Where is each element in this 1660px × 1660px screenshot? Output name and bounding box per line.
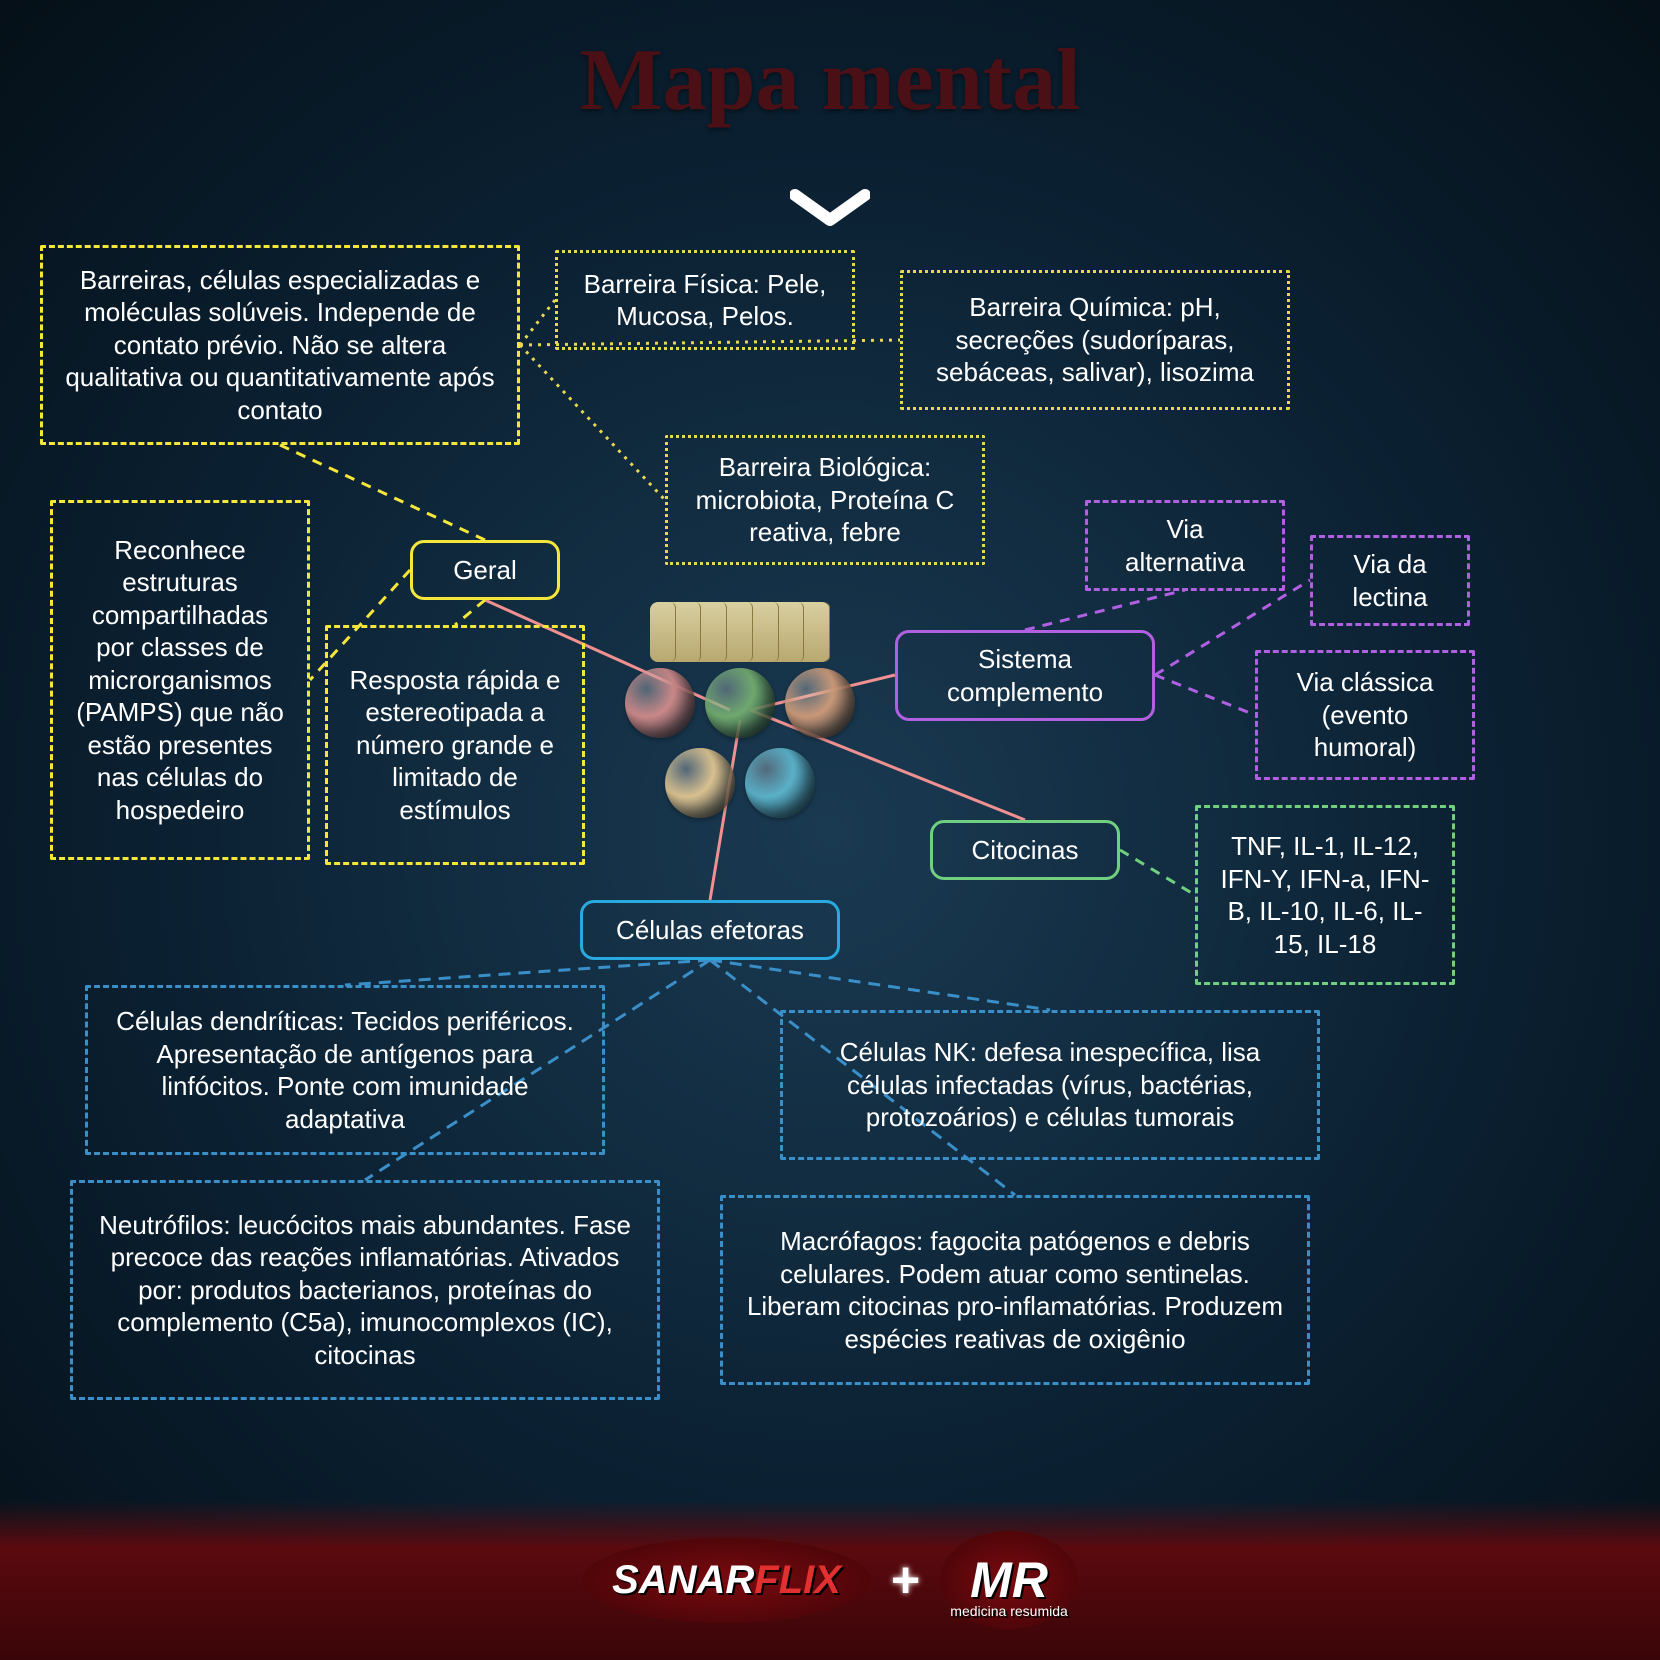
chevron-down-icon [790,185,870,235]
plus-icon: + [891,1551,920,1609]
footer: SANARFLIX + MR medicina resumida [0,1500,1660,1660]
immune-cell-icon [705,668,775,738]
immune-cell-icon [665,748,735,818]
logo-mr: MR medicina resumida [940,1531,1078,1629]
node-via_lec: Via da lectina [1310,535,1470,626]
node-via_cla: Via clássica (evento humoral) [1255,650,1475,780]
node-macrofagos: Macrófagos: fagocita patógenos e debris … [720,1195,1310,1385]
node-via_alt: Via alternativa [1085,500,1285,591]
node-bar_quimica: Barreira Química: pH, secreções (sudoríp… [900,270,1290,410]
epithelial-cells-icon [650,602,830,662]
node-geral_resposta: Resposta rápida e estereotipada a número… [325,625,585,865]
node-dendriticas: Células dendríticas: Tecidos periféricos… [85,985,605,1155]
node-efetoras: Células efetoras [580,900,840,960]
immune-cell-icon [745,748,815,818]
node-nk: Células NK: defesa inespecífica, lisa cé… [780,1010,1320,1160]
node-bar_bio: Barreira Biológica: microbiota, Proteína… [665,435,985,565]
node-geral_barreiras: Barreiras, células especializadas e molé… [40,245,520,445]
node-neutrofilos: Neutrófilos: leucócitos mais abundantes.… [70,1180,660,1400]
central-illustration [600,570,880,850]
node-bar_fisica: Barreira Física: Pele, Mucosa, Pelos. [555,250,855,350]
node-sistema: Sistema complemento [895,630,1155,721]
immune-cell-icon [625,668,695,738]
node-citocinas: Citocinas [930,820,1120,880]
immune-cell-icon [785,668,855,738]
node-geral: Geral [410,540,560,600]
logo-sanarflix: SANARFLIX [582,1538,871,1623]
page-title: Mapa mental [579,30,1080,131]
node-cito_list: TNF, IL-1, IL-12, IFN-Y, IFN-a, IFN-B, I… [1195,805,1455,985]
node-geral_pamps: Reconhece estruturas compartilhadas por … [50,500,310,860]
